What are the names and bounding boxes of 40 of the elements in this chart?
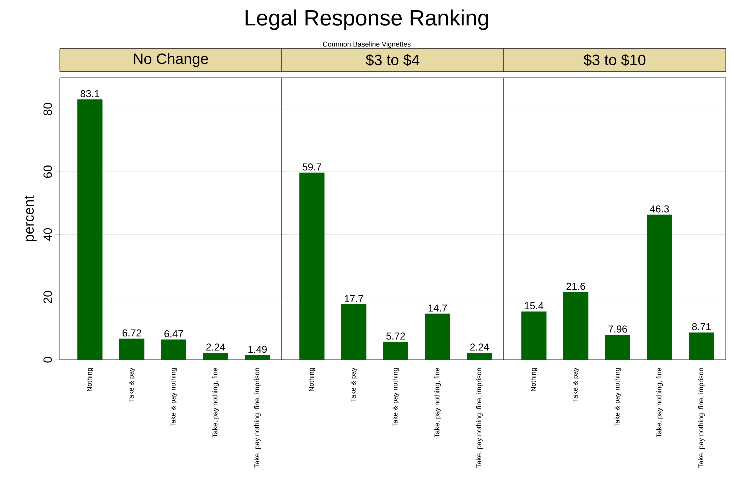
chart-title: $3 to $10 xyxy=(584,54,646,66)
data-label: 17.7 xyxy=(345,295,364,302)
bar xyxy=(563,292,589,360)
data-label: 1.49 xyxy=(248,346,267,354)
data-label: 15.4 xyxy=(525,302,544,310)
y-tick-label: 40 xyxy=(44,228,52,242)
data-label: 2.24 xyxy=(470,344,490,351)
bar xyxy=(245,355,270,360)
data-label: 7.96 xyxy=(608,326,628,333)
data-label: 5.72 xyxy=(386,332,406,340)
data-label: 2.24 xyxy=(206,344,226,351)
bar xyxy=(203,352,228,360)
text: Legal Response Ranking xyxy=(246,10,488,30)
y-tick-label: 60 xyxy=(44,166,52,178)
chart-title: $3 to $4 xyxy=(366,54,420,66)
bar xyxy=(300,172,325,360)
bar xyxy=(647,214,672,360)
bar xyxy=(341,304,367,360)
bar xyxy=(78,100,103,360)
data-label: 59.7 xyxy=(302,164,322,171)
bar xyxy=(522,312,547,360)
data-label: 83.1 xyxy=(80,90,100,98)
data-label: 14.7 xyxy=(428,304,448,312)
data-label: 6.47 xyxy=(164,330,184,338)
y-tick-label: 0 xyxy=(44,357,52,363)
chart-title: No Change xyxy=(134,53,208,68)
y-axis-title: percent xyxy=(24,196,37,242)
y-tick-label: 20 xyxy=(44,291,52,304)
data-label: 46.3 xyxy=(650,206,670,213)
y-tick-label: 80 xyxy=(44,103,52,116)
bar xyxy=(467,352,492,360)
bar xyxy=(119,338,145,360)
data-label: 8.71 xyxy=(692,323,711,330)
data-label: 6.72 xyxy=(122,330,142,337)
bar xyxy=(383,342,408,360)
bar xyxy=(161,340,186,360)
bar xyxy=(689,332,714,360)
bar xyxy=(425,314,450,360)
data-label: 21.6 xyxy=(566,283,586,290)
bar xyxy=(605,335,630,360)
